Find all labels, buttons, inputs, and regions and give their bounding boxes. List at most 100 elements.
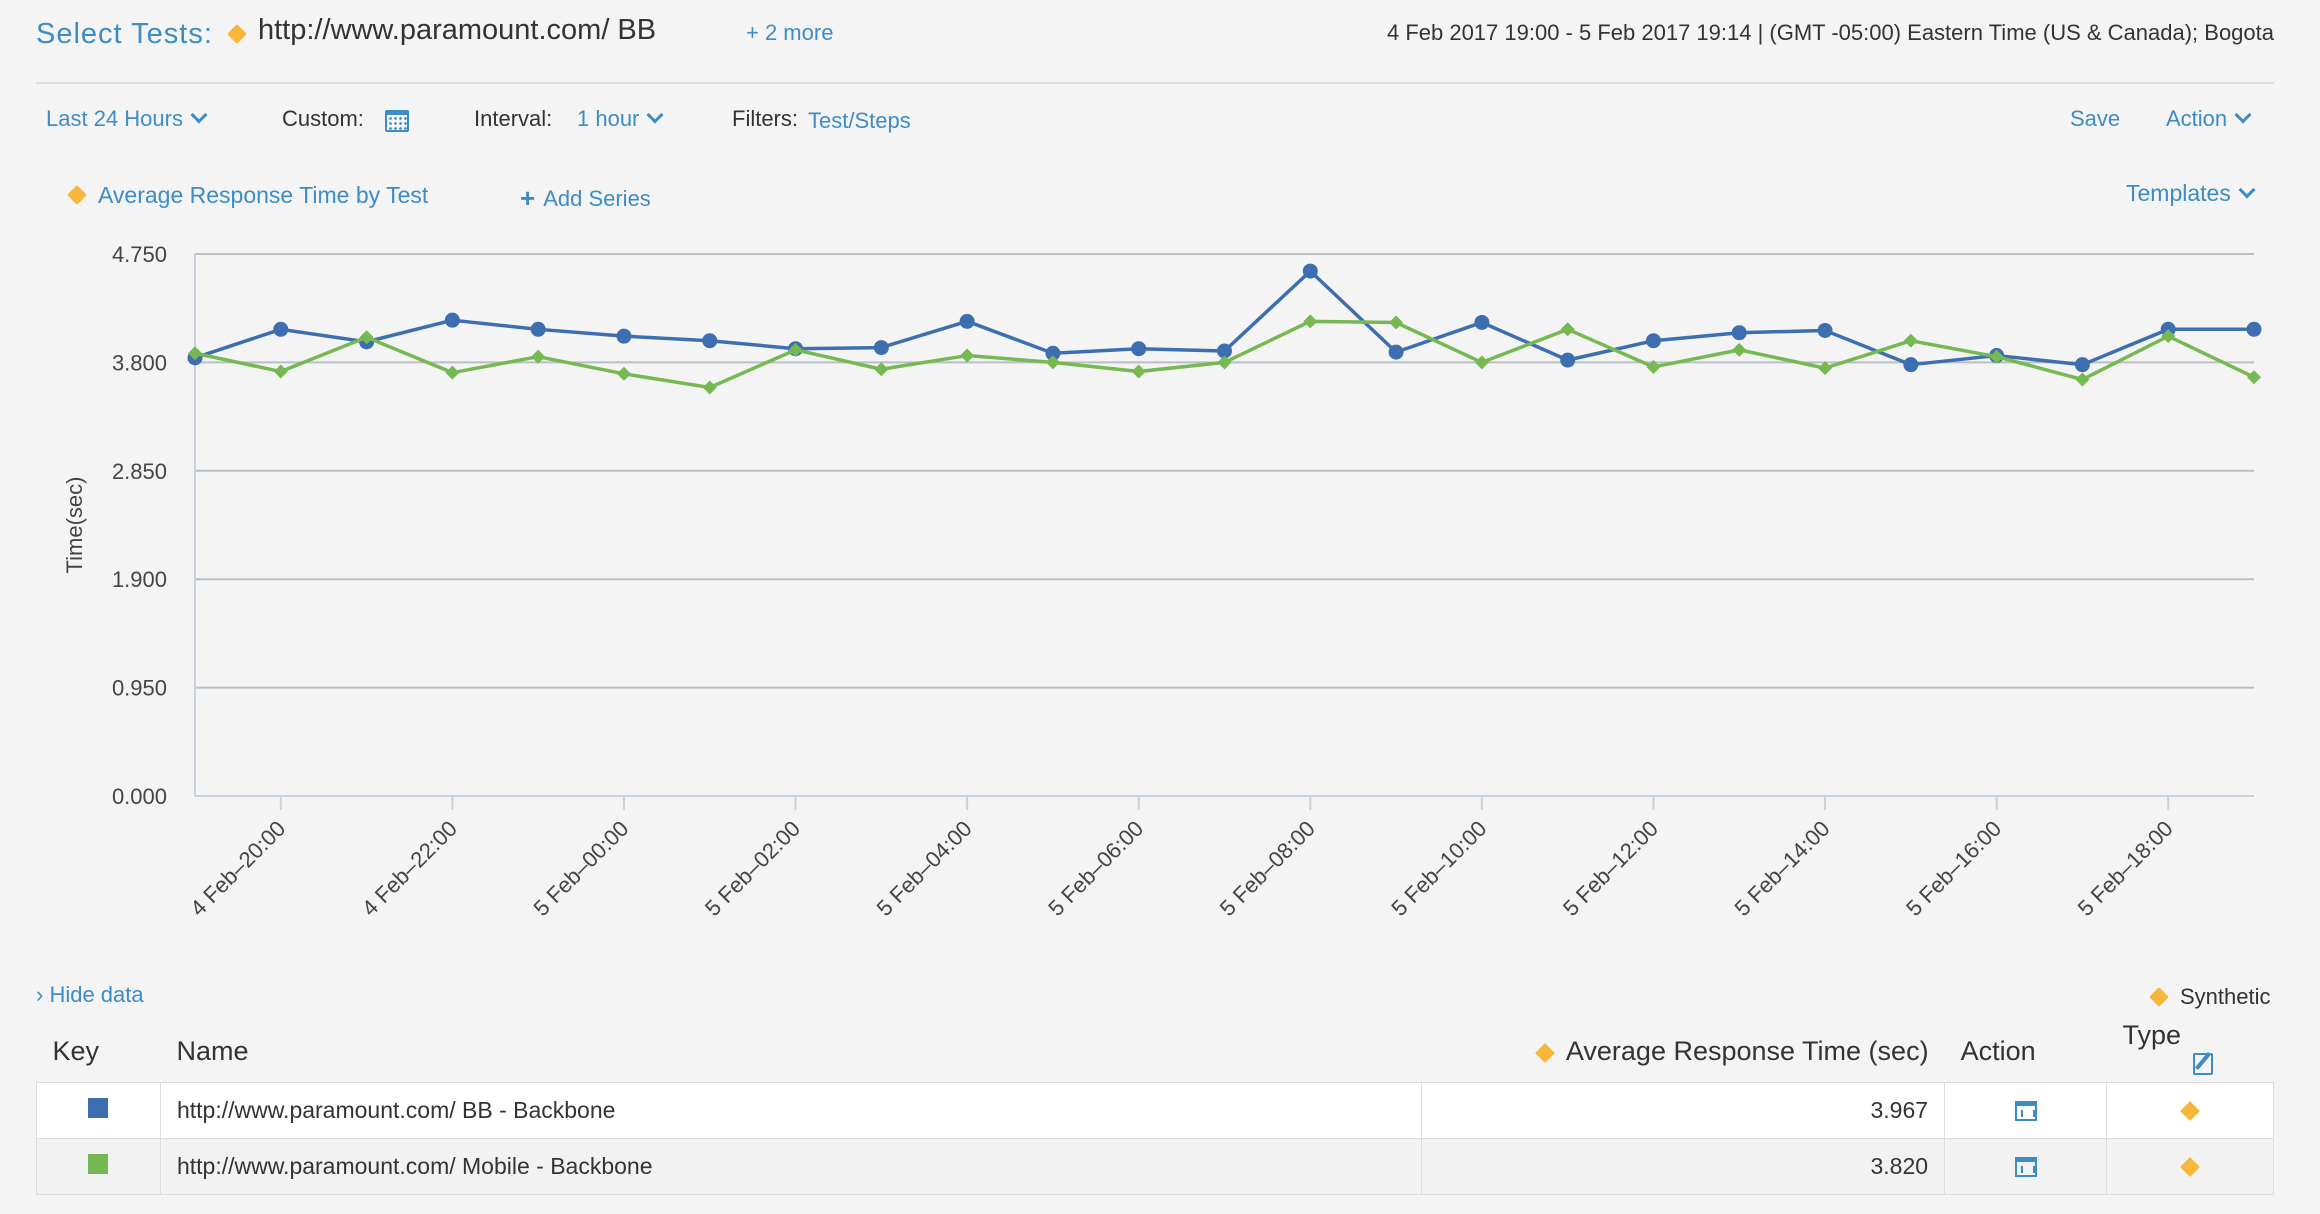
data-point[interactable] — [873, 340, 889, 356]
data-point[interactable] — [1817, 322, 1833, 338]
data-point[interactable] — [2075, 372, 2090, 387]
hide-data-link[interactable]: › Hide data — [36, 982, 144, 1007]
y-tick-label: 4.750 — [112, 242, 167, 267]
x-tick-label: 5 Feb–16:00 — [1901, 816, 2006, 921]
x-tick-label: 5 Feb–02:00 — [700, 816, 805, 921]
col-metric-label: Average Response Time (sec) — [1565, 1035, 1929, 1066]
col-type-label: Type — [2122, 1020, 2182, 1050]
key-cell — [36, 1082, 161, 1139]
more-tests-link[interactable]: + 2 more — [746, 20, 834, 45]
data-point[interactable] — [1903, 333, 1918, 348]
data-point[interactable] — [1217, 355, 1232, 370]
x-tick-label: 4 Feb–22:00 — [357, 816, 462, 921]
save-button[interactable]: Save — [2070, 106, 2121, 131]
action-label: Action — [2166, 106, 2228, 131]
col-name-header: Name — [176, 1035, 249, 1066]
data-point[interactable] — [1131, 341, 1147, 357]
data-point[interactable] — [530, 321, 546, 337]
data-point[interactable] — [1818, 361, 1833, 376]
add-series-button[interactable]: + Add Series — [520, 182, 651, 213]
x-tick-label: 5 Feb–18:00 — [2073, 816, 2178, 921]
data-point[interactable] — [1217, 343, 1232, 359]
x-tick-label: 5 Feb–00:00 — [528, 816, 633, 921]
data-point[interactable] — [2074, 357, 2090, 373]
data-point[interactable] — [1646, 359, 1661, 374]
filters-test-steps-link[interactable]: Test/Steps — [808, 108, 911, 133]
data-point[interactable] — [616, 328, 632, 344]
series-title-link[interactable]: Average Response Time by Test — [98, 182, 429, 208]
header-divider — [36, 82, 2274, 84]
interval-dropdown[interactable]: 1 hour — [577, 106, 664, 132]
action-cell — [1944, 1138, 2107, 1195]
data-point[interactable] — [1131, 364, 1146, 379]
add-series-label: Add Series — [543, 186, 651, 211]
data-point[interactable] — [874, 362, 889, 377]
data-point[interactable] — [1303, 314, 1318, 329]
calendar-icon[interactable] — [385, 110, 409, 132]
y-tick-label: 2.850 — [112, 459, 167, 484]
col-key-header: Key — [52, 1035, 100, 1066]
date-range-text: 4 Feb 2017 19:00 - 5 Feb 2017 19:14 | (G… — [1386, 20, 2274, 45]
action-dropdown[interactable]: Action — [2166, 106, 2252, 132]
select-tests-label: Select Tests: — [36, 18, 213, 50]
data-point[interactable] — [359, 330, 374, 345]
data-point[interactable] — [2246, 321, 2262, 337]
synthetic-type-icon — [2180, 1157, 2200, 1177]
data-point[interactable] — [1388, 344, 1404, 360]
filters-label: Filters: — [732, 106, 798, 131]
data-point[interactable] — [188, 346, 202, 361]
key-cell — [36, 1138, 161, 1195]
chevron-down-icon — [190, 106, 208, 124]
chevron-down-icon — [646, 106, 664, 124]
y-tick-label: 3.800 — [112, 350, 167, 375]
selected-test-url[interactable]: http://www.paramount.com/ BB — [258, 14, 657, 46]
y-tick-label: 0.000 — [112, 784, 167, 809]
data-point[interactable] — [1903, 357, 1919, 373]
time-range-dropdown[interactable]: Last 24 Hours — [46, 106, 208, 132]
data-point[interactable] — [1560, 352, 1576, 368]
name-cell: http://www.paramount.com/ BB - Backbone — [159, 1082, 1423, 1139]
data-point[interactable] — [1731, 325, 1747, 341]
data-point[interactable] — [1389, 315, 1404, 330]
data-point[interactable] — [1645, 333, 1661, 349]
data-point[interactable] — [1302, 263, 1318, 279]
chart-grid — [195, 253, 2254, 797]
data-point[interactable] — [960, 348, 975, 363]
data-point[interactable] — [702, 380, 717, 395]
data-point[interactable] — [273, 364, 288, 379]
data-point[interactable] — [788, 342, 803, 357]
data-point[interactable] — [2247, 370, 2261, 385]
data-point[interactable] — [616, 366, 631, 381]
synthetic-diamond-icon — [227, 24, 247, 44]
data-point[interactable] — [1045, 345, 1061, 361]
response-time-chart: 0.000 0.950 1.900 2.850 3.800 4.750 Time(sec) 4… — [62, 242, 2262, 921]
data-point[interactable] — [445, 365, 460, 380]
templates-dropdown[interactable]: Templates — [2126, 180, 2256, 207]
data-point[interactable] — [702, 333, 718, 349]
synthetic-legend-label: Synthetic — [2180, 984, 2271, 1009]
data-point[interactable] — [1045, 355, 1060, 370]
action-cell — [1944, 1082, 2107, 1139]
data-point[interactable] — [1474, 355, 1489, 370]
data-point[interactable] — [959, 313, 975, 329]
x-tick-label: 5 Feb–08:00 — [1215, 816, 1320, 921]
data-point[interactable] — [1474, 314, 1490, 330]
data-point[interactable] — [1732, 342, 1747, 357]
data-point[interactable] — [531, 349, 546, 364]
view-chart-icon[interactable] — [2014, 1157, 2037, 1177]
x-tick-label: 4 Feb–20:00 — [185, 816, 290, 921]
data-point[interactable] — [444, 312, 460, 328]
templates-label: Templates — [2126, 180, 2231, 206]
name-cell: http://www.paramount.com/ Mobile - Backb… — [159, 1138, 1423, 1195]
edit-columns-icon[interactable] — [2192, 1053, 2213, 1075]
table-row: http://www.paramount.com/ BB - Backbone … — [36, 1082, 2274, 1139]
view-chart-icon[interactable] — [2014, 1101, 2037, 1121]
data-point[interactable] — [1560, 322, 1575, 337]
chart-series — [187, 263, 2262, 395]
data-point[interactable] — [273, 321, 289, 337]
series-color-key — [88, 1098, 109, 1118]
col-metric-header[interactable]: Average Response Time (sec) — [1422, 1020, 1945, 1083]
data-point[interactable] — [1989, 349, 2004, 364]
synthetic-legend-diamond-icon — [2149, 987, 2169, 1007]
data-point[interactable] — [2161, 329, 2176, 344]
